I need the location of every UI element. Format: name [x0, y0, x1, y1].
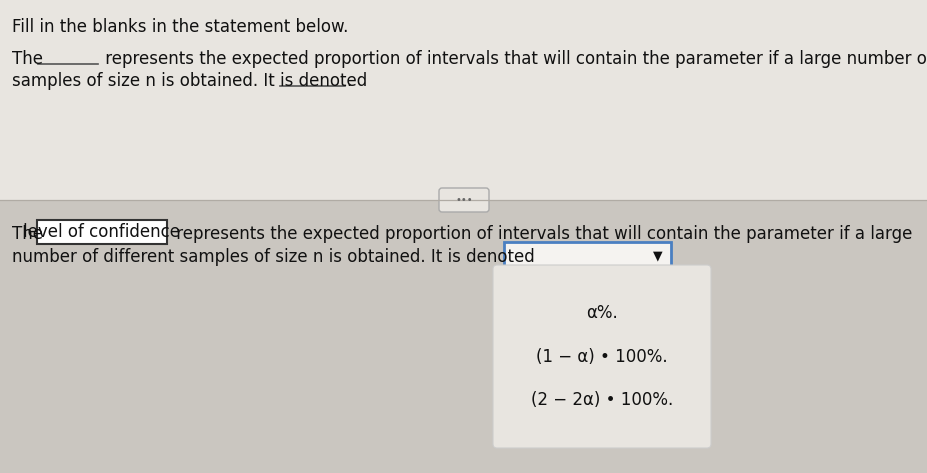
Text: •••: •••	[455, 195, 472, 205]
FancyBboxPatch shape	[492, 265, 710, 448]
FancyBboxPatch shape	[0, 0, 927, 200]
Text: represents the expected proportion of intervals that will contain the parameter : represents the expected proportion of in…	[171, 225, 911, 243]
Text: α%.: α%.	[586, 304, 617, 322]
Text: represents the expected proportion of intervals that will contain the parameter : represents the expected proportion of in…	[100, 50, 927, 68]
FancyBboxPatch shape	[503, 242, 670, 270]
Text: ▼: ▼	[653, 249, 662, 263]
Text: The: The	[12, 50, 48, 68]
FancyBboxPatch shape	[438, 188, 489, 212]
Text: The: The	[12, 225, 48, 243]
FancyBboxPatch shape	[37, 220, 167, 244]
Text: samples of size n is obtained. It is denoted: samples of size n is obtained. It is den…	[12, 72, 372, 90]
Text: (2 − 2α) • 100%.: (2 − 2α) • 100%.	[530, 391, 672, 409]
Text: .: .	[346, 72, 351, 90]
Text: Fill in the blanks in the statement below.: Fill in the blanks in the statement belo…	[12, 18, 348, 36]
Text: (1 − α) • 100%.: (1 − α) • 100%.	[536, 348, 667, 366]
Text: level of confidence: level of confidence	[23, 223, 181, 241]
Text: number of different samples of size n is obtained. It is denoted: number of different samples of size n is…	[12, 248, 534, 266]
